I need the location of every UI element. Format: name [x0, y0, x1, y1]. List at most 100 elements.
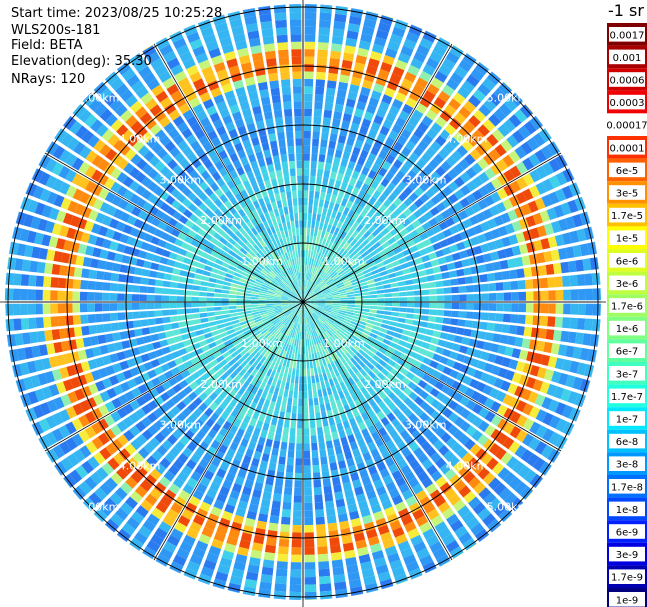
gate-cell — [345, 557, 358, 567]
gate-cell — [536, 340, 546, 352]
gate-cell — [262, 491, 272, 501]
gate-cell — [291, 353, 295, 361]
gate-cell — [529, 406, 541, 419]
gate-cell — [490, 343, 500, 353]
gate-cell — [263, 552, 276, 561]
gate-cell — [413, 447, 424, 458]
gate-cell — [400, 429, 410, 440]
gate-cell — [437, 339, 447, 348]
gate-cell — [342, 388, 350, 397]
gate-cell — [293, 390, 298, 399]
gate-cell — [352, 448, 361, 458]
gate-cell — [368, 312, 377, 317]
gate-cell — [418, 348, 428, 356]
gate-cell — [314, 310, 321, 316]
gate-cell — [346, 328, 355, 335]
gate-cell — [518, 349, 529, 361]
gate-cell — [398, 392, 408, 402]
gate-cell — [419, 363, 429, 372]
gate-cell — [318, 317, 324, 324]
gate-cell — [468, 496, 481, 510]
gate-cell — [281, 509, 291, 518]
gate-cell — [379, 327, 388, 334]
gate-cell — [326, 347, 333, 355]
gate-cell — [363, 342, 372, 350]
gate-cell — [309, 304, 317, 308]
gate-cell — [407, 528, 420, 540]
gate-cell — [312, 313, 318, 320]
gate-cell — [468, 476, 481, 489]
gate-cell — [392, 566, 406, 578]
gate-cell — [472, 502, 486, 515]
gate-cell — [367, 441, 377, 452]
gate-cell — [298, 324, 301, 332]
gate-cell — [353, 344, 361, 352]
gate-cell — [282, 501, 292, 510]
gate-cell — [380, 368, 390, 377]
gate-cell — [303, 354, 306, 362]
gate-cell — [381, 323, 390, 330]
gate-cell — [366, 489, 377, 500]
gate-cell — [449, 351, 459, 360]
gate-cell — [308, 307, 314, 313]
gate-cell — [397, 441, 408, 452]
gate-cell — [257, 467, 267, 477]
gate-cell — [298, 398, 303, 407]
gate-cell — [309, 315, 313, 323]
gate-cell — [425, 394, 435, 405]
gate-cell — [450, 318, 459, 326]
gate-cell — [417, 379, 428, 389]
gate-cell — [296, 361, 300, 369]
gate-cell — [497, 467, 511, 480]
gate-cell — [294, 487, 302, 496]
gate-cell — [388, 488, 400, 499]
gate-cell — [321, 341, 327, 350]
gate-cell — [425, 329, 434, 336]
gate-cell — [334, 445, 343, 455]
gate-cell — [442, 533, 456, 546]
gate-cell — [421, 308, 430, 315]
gate-cell — [361, 311, 370, 316]
gate-cell — [586, 380, 591, 393]
gate-cell — [544, 368, 555, 381]
gate-cell — [370, 448, 380, 458]
gate-cell — [457, 319, 466, 327]
gate-cell — [482, 513, 496, 527]
gate-cell — [328, 394, 335, 403]
gate-cell — [259, 506, 270, 515]
gate-cell — [474, 528, 489, 542]
gate-cell — [314, 311, 321, 317]
gate-cell — [310, 322, 314, 331]
gate-cell — [330, 325, 338, 332]
gate-cell — [332, 476, 341, 486]
gate-cell — [317, 553, 329, 562]
gate-cell — [297, 420, 303, 429]
gate-cell — [317, 303, 326, 306]
gate-cell — [310, 302, 318, 305]
gate-cell — [395, 476, 407, 487]
gate-cell — [576, 318, 586, 330]
gate-cell — [544, 465, 552, 476]
gate-cell — [569, 360, 580, 374]
gate-cell — [327, 447, 335, 457]
gate-cell — [477, 434, 489, 447]
gate-cell — [368, 370, 377, 379]
gate-cell — [523, 326, 533, 337]
gate-cell — [312, 329, 317, 338]
gate-cell — [345, 352, 353, 360]
gate-cell — [408, 391, 419, 401]
gate-cell — [408, 477, 420, 489]
gate-cell — [378, 331, 387, 338]
gate-cell — [317, 305, 325, 308]
gate-cell — [468, 338, 478, 348]
gate-cell — [325, 402, 332, 411]
gate-cell — [354, 310, 362, 314]
gate-cell — [452, 499, 466, 512]
gate-cell — [364, 374, 373, 383]
gate-cell — [377, 306, 385, 311]
gate-cell — [421, 477, 434, 489]
gate-cell — [570, 303, 579, 315]
gate-cell — [253, 450, 262, 460]
gate-cell — [364, 353, 372, 362]
gate-cell — [506, 456, 519, 470]
